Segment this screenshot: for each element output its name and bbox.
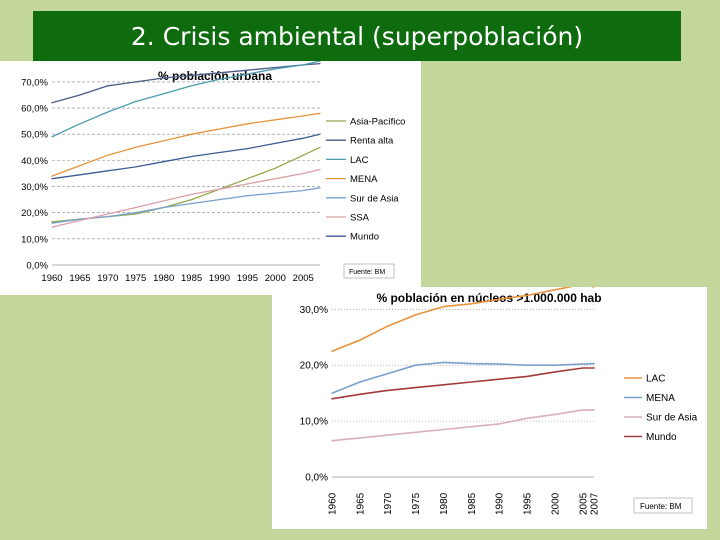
x-tick-label: 1980 bbox=[439, 492, 450, 515]
grid bbox=[332, 309, 594, 478]
x-tick-label: 1990 bbox=[209, 273, 230, 284]
x-tick-label: 2005 bbox=[293, 273, 314, 284]
x-tick-label: 1980 bbox=[153, 273, 174, 284]
legend-label-mundo: Mundo bbox=[646, 432, 677, 443]
metro-population-chart: % población en núcleos >1.000.000 hab 0,… bbox=[272, 287, 707, 529]
y-tick-label: 30,0% bbox=[21, 182, 48, 193]
x-tick-labels: 1960 1965 1970 1975 1980 1985 1990 1995 2000 2005… bbox=[328, 492, 601, 515]
x-tick-label: 2000 bbox=[550, 492, 561, 515]
x-tick-label: 1985 bbox=[181, 273, 202, 284]
legend-label-lac: LAC bbox=[350, 155, 369, 166]
series-line-renta-alta bbox=[51, 62, 321, 104]
legend-label-mena: MENA bbox=[646, 393, 675, 404]
legend-label-sur-de-asia: Sur de Asia bbox=[350, 193, 399, 204]
y-tick-label: 40,0% bbox=[21, 156, 48, 167]
x-tick-label: 1975 bbox=[411, 492, 422, 515]
y-tick-label: 50,0% bbox=[21, 130, 48, 141]
legend-label-sur-de-asia: Sur de Asia bbox=[646, 413, 698, 424]
x-tick-label: 1985 bbox=[467, 492, 478, 515]
legend-label-renta-alta: Renta alta bbox=[350, 136, 394, 147]
x-tick-label: 1960 bbox=[41, 273, 62, 284]
x-tick-label: 2005 bbox=[578, 492, 589, 515]
y-tick-label: 60,0% bbox=[21, 104, 48, 115]
y-tick-label: 10,0% bbox=[300, 417, 328, 428]
y-tick-label: 0,0% bbox=[26, 261, 48, 272]
series-lines bbox=[51, 61, 321, 228]
series-line-mena bbox=[51, 112, 321, 177]
slide-title: 2. Crisis ambiental (superpoblación) bbox=[33, 11, 681, 61]
legend: LAC MENA Sur de Asia Mundo bbox=[624, 374, 698, 443]
x-tick-label: 2007 bbox=[590, 492, 601, 515]
x-tick-label: 1995 bbox=[237, 273, 258, 284]
y-tick-label: 20,0% bbox=[21, 208, 48, 219]
series-line-mundo bbox=[331, 367, 595, 400]
legend-label-mundo: Mundo bbox=[350, 232, 379, 243]
x-tick-label: 1960 bbox=[328, 492, 339, 515]
series-line-sur-de-asia bbox=[51, 187, 321, 224]
x-tick-label: 2000 bbox=[265, 273, 286, 284]
series-line-asia-pacifico bbox=[51, 146, 321, 223]
legend-label-ssa: SSA bbox=[350, 213, 370, 224]
y-tick-labels: 0,0% 10,0% 20,0% 30,0% 40,0% 50,0% 60,0% 70,0% bbox=[21, 77, 48, 271]
chart-title: % población urbana bbox=[158, 69, 272, 83]
grid bbox=[52, 81, 320, 266]
series-line-sur-de-asia bbox=[331, 409, 595, 442]
legend-label-asia-pacifico: Asia-Pacífico bbox=[350, 117, 405, 128]
x-tick-label: 1965 bbox=[69, 273, 90, 284]
series-line-mundo bbox=[51, 133, 321, 180]
y-tick-label: 10,0% bbox=[21, 234, 48, 245]
series-line-lac bbox=[51, 61, 321, 138]
source-box bbox=[633, 497, 693, 514]
series-lines bbox=[331, 287, 595, 442]
y-tick-label: 30,0% bbox=[300, 305, 328, 316]
x-tick-labels: 1960 1965 1970 1975 1980 1985 1990 1995 2000 2005 bbox=[41, 273, 313, 284]
x-tick-label: 1970 bbox=[383, 492, 394, 515]
legend-label-lac: LAC bbox=[646, 374, 665, 385]
x-tick-label: 1975 bbox=[125, 273, 146, 284]
y-tick-label: 0,0% bbox=[305, 473, 328, 484]
x-tick-label: 1995 bbox=[523, 492, 534, 515]
x-tick-label: 1970 bbox=[97, 273, 118, 284]
x-tick-label: 1965 bbox=[355, 492, 366, 515]
source-label: Fuente: BM bbox=[640, 502, 682, 511]
legend-label-mena: MENA bbox=[350, 174, 378, 185]
source-box bbox=[343, 263, 395, 279]
y-tick-label: 70,0% bbox=[21, 77, 48, 88]
urban-population-chart: % población urbana 0,0% 10,0% 20,0% 30,0% 40… bbox=[0, 61, 421, 295]
y-tick-labels: 0,0% 10,0% 20,0% 30,0% bbox=[300, 305, 328, 484]
source-label: Fuente: BM bbox=[349, 269, 385, 276]
legend: Asia-Pacífico Renta alta LAC MENA Sur de Asi… bbox=[326, 117, 405, 243]
x-tick-label: 1990 bbox=[495, 492, 506, 515]
series-line-lac bbox=[331, 287, 595, 353]
series-line-mena bbox=[331, 361, 595, 394]
chart-title: % población en núcleos >1.000.000 hab bbox=[376, 291, 601, 305]
series-line-ssa bbox=[51, 168, 321, 228]
y-tick-label: 20,0% bbox=[300, 361, 328, 372]
